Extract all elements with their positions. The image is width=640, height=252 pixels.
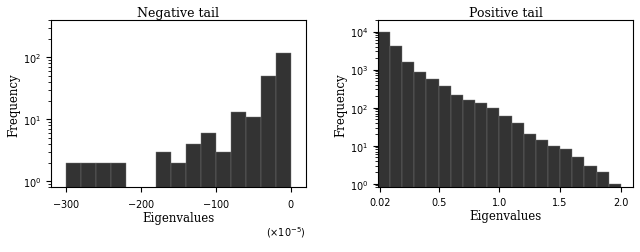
Bar (231, 113, 246, 252)
Bar (171, 163, 186, 252)
Bar (438, 87, 451, 252)
Bar (451, 95, 463, 252)
Bar (426, 79, 438, 252)
Bar (216, 152, 231, 252)
Bar (96, 163, 111, 252)
Bar (390, 47, 402, 252)
Title: Negative tail: Negative tail (138, 7, 220, 20)
Bar (560, 150, 572, 252)
Bar (524, 135, 536, 252)
Y-axis label: Frequency: Frequency (334, 73, 347, 136)
Text: ($\times10^{-5}$): ($\times10^{-5}$) (266, 224, 306, 239)
Bar (511, 123, 524, 252)
Bar (186, 144, 201, 252)
Title: Positive tail: Positive tail (468, 7, 542, 20)
Bar (402, 62, 414, 252)
Bar (414, 73, 426, 252)
Bar (596, 173, 609, 252)
Bar (548, 146, 560, 252)
Bar (111, 163, 126, 252)
Y-axis label: Frequency: Frequency (7, 73, 20, 136)
Bar (584, 166, 596, 252)
Bar (463, 101, 475, 252)
Bar (475, 104, 487, 252)
Bar (499, 117, 511, 252)
X-axis label: Eigenvalues: Eigenvalues (142, 211, 214, 224)
Bar (201, 134, 216, 252)
X-axis label: Eigenvalues: Eigenvalues (469, 209, 541, 222)
Bar (536, 141, 548, 252)
Bar (572, 158, 584, 252)
Bar (246, 117, 261, 252)
Bar (156, 152, 171, 252)
Bar (276, 53, 291, 252)
Bar (261, 77, 276, 252)
Bar (609, 184, 621, 252)
Bar (66, 163, 81, 252)
Bar (487, 108, 499, 252)
Bar (378, 33, 390, 252)
Bar (81, 163, 96, 252)
